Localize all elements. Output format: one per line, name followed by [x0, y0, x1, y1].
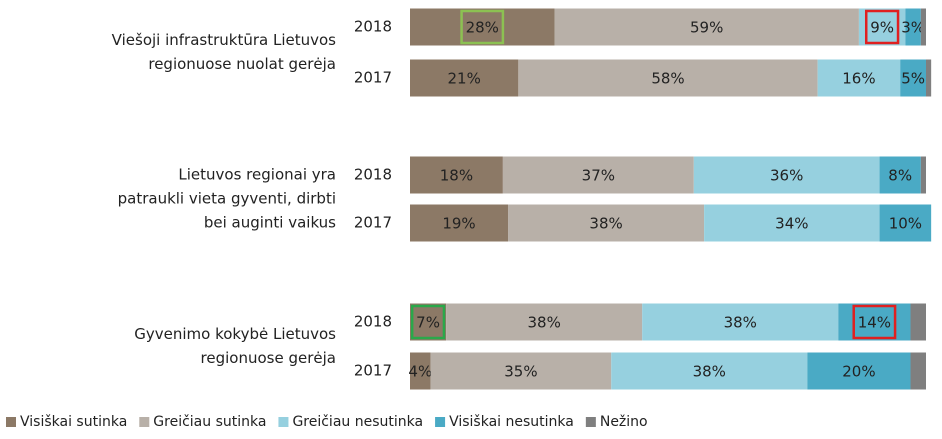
group-label: Gyvenimo kokybė Lietuvos: [134, 325, 336, 343]
bar-segment: [446, 303, 643, 341]
group-label: regionuose nuolat gerėja: [148, 55, 336, 73]
bar-segment: [905, 8, 921, 46]
value-label: 21%: [448, 70, 481, 88]
bar-segment: [410, 156, 503, 194]
bar-segment: [410, 303, 447, 341]
bar-segment: [920, 156, 926, 194]
bar-segment: [693, 156, 880, 194]
bar-segment: [410, 59, 519, 97]
value-label: 19%: [442, 215, 475, 233]
year-label: 2017: [354, 362, 392, 380]
bar-segment: [807, 352, 911, 390]
year-label: 2018: [354, 166, 392, 184]
legend-label: Visiškai sutinka: [20, 414, 127, 430]
legend-label: Visiškai nesutinka: [449, 414, 574, 430]
value-label: 20%: [842, 363, 875, 381]
group-label: regionuose gerėja: [201, 349, 336, 367]
value-label: 34%: [775, 215, 808, 233]
bar-segment: [838, 303, 911, 341]
legend-label: Greičiau nesutinka: [292, 414, 423, 430]
legend-swatch: [278, 417, 289, 427]
bar-segment: [410, 204, 509, 242]
bar-segment: [926, 59, 932, 97]
year-label: 2017: [354, 214, 392, 232]
bar-segment: [508, 204, 705, 242]
highlight-box: [460, 9, 505, 45]
value-label: 5%: [901, 70, 925, 88]
bar-segment: [879, 204, 932, 242]
legend: Visiškai sutinka Greičiau sutinka Greičiau…: [6, 414, 648, 430]
highlight-box: [852, 304, 897, 340]
value-label: 16%: [842, 70, 875, 88]
value-label: 8%: [888, 167, 912, 185]
group-label: patraukli vieta gyventi, dirbti: [118, 190, 336, 208]
bar-segment: [554, 8, 859, 46]
value-label: 9%: [870, 19, 894, 37]
bar-segment: [430, 352, 612, 390]
value-label: 7%: [416, 314, 440, 332]
value-label: 36%: [770, 167, 803, 185]
bar-segment: [910, 303, 926, 341]
year-label: 2018: [354, 18, 392, 36]
legend-swatch: [435, 417, 446, 427]
bar-segment: [910, 352, 926, 390]
value-label: 58%: [651, 70, 684, 88]
group-label: Viešoji infrastruktūra Lietuvos: [112, 31, 337, 49]
legend-swatch: [6, 417, 16, 427]
highlight-box: [864, 9, 900, 45]
bar-segment: [410, 8, 555, 46]
bar-segment: [502, 156, 694, 194]
bar-segment: [518, 59, 818, 97]
bar-segment: [900, 59, 926, 97]
value-label: 38%: [527, 314, 560, 332]
legend-swatch: [585, 417, 596, 427]
bar-segment: [879, 156, 921, 194]
value-label: 38%: [589, 215, 622, 233]
legend-label: Nežino: [600, 414, 648, 430]
value-label: 28%: [466, 19, 499, 37]
value-label: 18%: [440, 167, 473, 185]
year-label: 2017: [354, 69, 392, 87]
legend-label: Greičiau sutinka: [153, 414, 266, 430]
bar-segment: [642, 303, 839, 341]
bar-segment: [704, 204, 880, 242]
group-label: bei auginti vaikus: [204, 214, 336, 232]
value-label: 3%: [901, 19, 925, 37]
value-label: 10%: [889, 215, 922, 233]
value-label: 14%: [858, 314, 891, 332]
bar-segment: [410, 352, 431, 390]
value-label: 4%: [408, 363, 432, 381]
bar-segment: [920, 8, 926, 46]
value-label: 59%: [690, 19, 723, 37]
bar-segment: [817, 59, 901, 97]
bar-segment: [611, 352, 808, 390]
value-label: 38%: [724, 314, 757, 332]
legend-swatch: [139, 417, 150, 427]
year-label: 2018: [354, 313, 392, 331]
value-label: 38%: [693, 363, 726, 381]
group-label: Lietuvos regionai yra: [178, 166, 336, 184]
value-label: 35%: [504, 363, 537, 381]
highlight-box: [410, 304, 446, 340]
value-label: 37%: [582, 167, 615, 185]
